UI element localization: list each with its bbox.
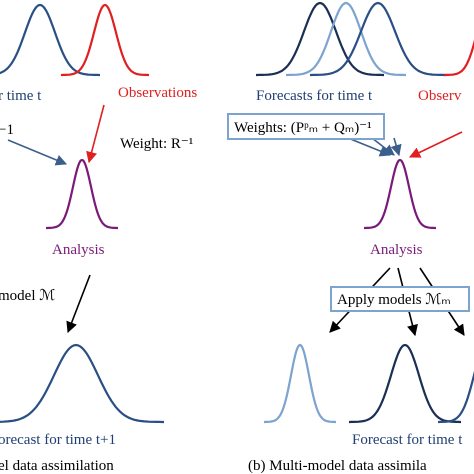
arrow (66, 274, 91, 334)
forecast-label: Forecasts for time t (256, 88, 373, 104)
distribution-curve (46, 158, 118, 230)
arrow (7, 139, 68, 166)
arrow (408, 131, 463, 158)
observations-label: Observ (418, 88, 462, 104)
models-box (330, 286, 470, 312)
distribution-curve (349, 343, 461, 424)
next-forecast-label: Forecast for time t (352, 432, 463, 448)
weights-label: Weights: (Pᵖₘ + Qₘ)⁻¹ (234, 120, 372, 136)
analysis-label: Analysis (370, 242, 423, 258)
caption: el data assimilation (0, 458, 114, 474)
observation-weight: Weight: R⁻¹ (120, 136, 193, 152)
distribution-curve (264, 343, 336, 424)
weights-box (227, 113, 385, 140)
distribution-curve (438, 370, 474, 424)
distribution-curve (256, 1, 384, 77)
distribution-curve (0, 3, 100, 77)
forecast-label: r time t (0, 88, 42, 104)
models-label: Apply models ℳₘ (337, 292, 451, 308)
distribution-curve (61, 3, 149, 77)
curves (0, 1, 474, 424)
distribution-curve (0, 343, 164, 424)
model-label: model ℳ (0, 288, 55, 304)
distribution-curve (286, 1, 406, 77)
next-forecast-label: orecast for time t+1 (0, 432, 116, 448)
distribution-curve (444, 39, 474, 77)
arrow (371, 137, 395, 156)
caption: (b) Multi-model data assimila (248, 458, 427, 474)
distribution-curve (364, 158, 436, 230)
observations-label: Observations (118, 85, 197, 101)
arrow (390, 137, 402, 157)
distribution-curve (310, 1, 446, 77)
analysis-label: Analysis (52, 242, 105, 258)
forecast-weight: −1 (0, 122, 14, 138)
arrow (86, 104, 105, 164)
